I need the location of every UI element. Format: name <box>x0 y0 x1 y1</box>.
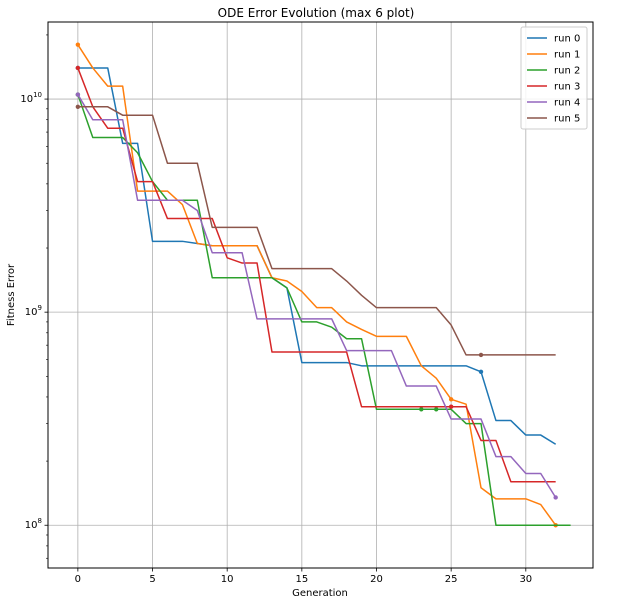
y-tick-label: 108 <box>25 517 42 531</box>
data-point-run-3 <box>75 65 81 71</box>
axis-ticks: 0 5 10 15 20 25 30 108 109 1010 <box>20 34 532 585</box>
x-tick-label: 0 <box>75 574 81 585</box>
data-point-run-5 <box>75 104 81 109</box>
y-axis-label: Fitness Error <box>6 263 17 326</box>
plot-frame <box>47 21 594 569</box>
legend-label-run-0: run 0 <box>554 34 580 45</box>
x-tick-label: 30 <box>519 574 532 585</box>
series-line-run-5 <box>77 106 556 356</box>
y-tick-label: 1010 <box>20 91 42 105</box>
data-point-run-4 <box>553 495 558 500</box>
data-point-run-4 <box>75 92 81 97</box>
legend-label-run-5: run 5 <box>554 114 580 125</box>
data-point-run-1 <box>448 397 454 402</box>
legend: run 0 run 1 run 2 run 3 run 4 run 5 <box>520 26 588 130</box>
legend-label-run-1: run 1 <box>554 50 580 61</box>
data-point-run-2 <box>419 407 424 412</box>
legend-box <box>520 26 588 130</box>
series-line-run-4 <box>77 94 557 498</box>
series-line-run-1 <box>77 44 557 526</box>
series-lines <box>75 42 571 528</box>
x-tick-label: 5 <box>149 574 155 585</box>
legend-label-run-3: run 3 <box>554 82 580 93</box>
grid <box>48 22 593 568</box>
data-point-run-1 <box>75 42 81 47</box>
legend-label-run-4: run 4 <box>554 98 580 109</box>
x-tick-label: 10 <box>221 574 234 585</box>
data-point-run-0 <box>478 369 484 374</box>
x-tick-label: 15 <box>295 574 308 585</box>
x-axis-label: Generation <box>292 588 348 599</box>
data-point-run-3 <box>448 404 454 409</box>
legend-label-run-2: run 2 <box>554 66 580 77</box>
series-line-run-2 <box>77 94 571 526</box>
data-point-run-2 <box>434 407 439 412</box>
x-tick-label: 25 <box>445 574 458 585</box>
x-tick-label: 20 <box>370 574 383 585</box>
chart-title: ODE Error Evolution (max 6 plot) <box>218 6 415 20</box>
series-line-run-3 <box>77 67 556 483</box>
y-tick-label: 109 <box>25 304 42 318</box>
series-line-run-0 <box>77 67 557 445</box>
data-point-run-5 <box>478 352 484 358</box>
